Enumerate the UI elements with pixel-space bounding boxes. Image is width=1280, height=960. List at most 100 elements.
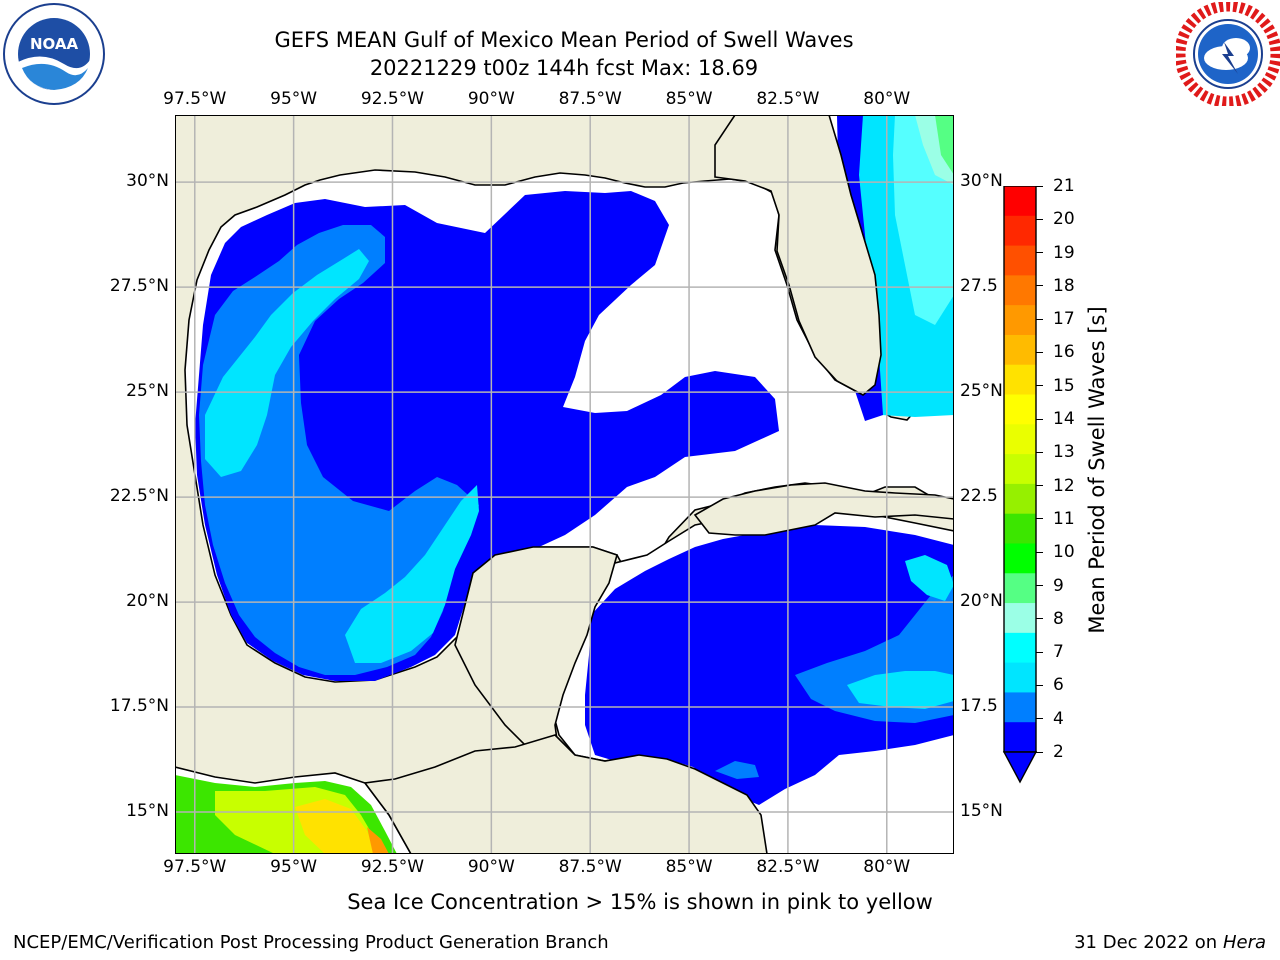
lat-label-right: 27.5 [960, 276, 998, 297]
colorbar-label: Mean Period of Swell Waves [s] [1085, 306, 1109, 634]
colorbar-cell [1004, 334, 1036, 366]
colorbar-tick-label: 17 [1053, 309, 1075, 330]
colorbar-cell [1004, 245, 1036, 276]
lon-label-top: 90°W [467, 89, 515, 109]
colorbar-tick-mark [1036, 718, 1043, 720]
colorbar-tick-mark [1036, 218, 1043, 220]
period-17s-pacific [367, 827, 389, 854]
lon-label-bottom: 90°W [467, 857, 515, 877]
colorbar-tick-mark [1036, 185, 1043, 187]
lon-label-top: 95°W [270, 89, 318, 109]
colorbar-cell [1004, 603, 1036, 634]
colorbar-tick-mark [1036, 318, 1043, 320]
colorbar-tick-mark [1036, 418, 1043, 420]
period-10s-atlantic [935, 115, 954, 175]
map-subtitle: 20221229 t00z 144h fcst Max: 18.69 [369, 56, 759, 80]
colorbar-cell [1004, 364, 1036, 396]
lon-label-top: 92.5°W [360, 89, 425, 109]
colorbar-tick-mark [1036, 684, 1043, 686]
lat-label-right: 15°N [960, 801, 1003, 821]
colorbar-cell [1004, 215, 1036, 247]
lon-label-bottom: 80°W [863, 857, 911, 877]
colorbar-tick-label: 8 [1053, 608, 1064, 629]
colorbar-cell [1004, 424, 1036, 455]
period-6s-western-gulf [205, 249, 369, 477]
florida-land [714, 115, 954, 396]
colorbar-tick-mark [1036, 551, 1043, 553]
colorbar-tick-label: 9 [1053, 575, 1064, 596]
lat-label-left: 20°N [126, 591, 169, 612]
nws-logo [1176, 2, 1280, 106]
colorbar-tick-label: 2 [1053, 742, 1064, 762]
colorbar-tick-label: 4 [1053, 708, 1064, 729]
yucatan-land [454, 546, 618, 756]
colorbar-cell [1004, 454, 1036, 485]
colorbar-cell [1004, 543, 1036, 574]
colorbar-cell [1004, 275, 1036, 306]
period-6s-south-band [345, 485, 479, 663]
branch-credit: NCEP/EMC/Verification Post Processing Pr… [13, 932, 609, 953]
colorbar-tick-label: 12 [1053, 475, 1075, 496]
lat-label-left: 25°N [126, 381, 169, 402]
lat-label-left: 27.5°N [109, 276, 169, 297]
cuba-land [693, 482, 954, 536]
lat-label-right: 20°N [960, 591, 1003, 612]
colorbar-cell [1004, 305, 1036, 336]
lat-label-left: 22.5°N [109, 486, 169, 507]
colorbar-cell [1004, 186, 1036, 217]
colorbar-cell [1004, 394, 1036, 425]
lon-label-bottom: 97.5°W [163, 857, 227, 877]
lon-label-bottom: 95°W [270, 857, 318, 877]
colorbar-cell [1004, 483, 1036, 515]
colorbar-cell [1004, 513, 1036, 544]
colorbar-tick-mark [1036, 451, 1043, 453]
colorbar-tick-label: 15 [1053, 375, 1075, 396]
lon-label-top: 80°W [863, 89, 911, 109]
sea-ice-note: Sea Ice Concentration > 15% is shown in … [347, 890, 933, 914]
lat-label-left: 15°N [126, 801, 169, 821]
lon-label-top: 82.5°W [756, 89, 820, 109]
noaa-logo: NOAA [3, 3, 105, 105]
period-6s-caribbean-east [905, 555, 954, 601]
graticule [175, 115, 954, 854]
lon-label-top: 97.5°W [163, 89, 227, 109]
lat-label-right: 25°N [960, 381, 1003, 402]
colorbar-tick-label: 14 [1053, 409, 1075, 430]
colorbar-tick-mark [1036, 485, 1043, 487]
colorbar-tick-mark [1036, 351, 1043, 353]
colorbar-tick-mark [1036, 385, 1043, 387]
landmasses [363, 115, 954, 854]
lon-label-bottom: 85°W [665, 857, 713, 877]
colorbar-tick-label: 10 [1053, 542, 1075, 563]
gulf-of-mexico-map [175, 115, 954, 854]
lat-label-right: 30°N [960, 171, 1003, 192]
colorbar-tick-mark [1036, 285, 1043, 287]
colorbar-cell [1004, 692, 1036, 723]
colorbar-tick-label: 18 [1053, 275, 1075, 296]
colorbar-tick-mark [1036, 618, 1043, 620]
colorbar-cell [1004, 632, 1036, 664]
colorbar-tick-mark [1036, 585, 1043, 587]
lon-label-bottom: 87.5°W [558, 857, 622, 877]
noaa-logo-text: NOAA [30, 35, 79, 53]
period-6s-caribbean [847, 671, 954, 709]
colorbar-tick-label: 6 [1053, 675, 1064, 696]
period-4s-caribbean-south [715, 761, 759, 779]
colorbar-cell [1004, 722, 1036, 753]
lat-label-left: 17.5°N [109, 696, 169, 717]
colorbar-tick-label: 11 [1053, 508, 1075, 529]
lat-label-right: 22.5 [960, 486, 998, 507]
colorbar-tick-label: 7 [1053, 642, 1064, 663]
lon-label-bottom: 92.5°W [360, 857, 425, 877]
generation-date: 31 Dec 2022 on Hera [1074, 932, 1266, 953]
colorbar-tick-mark [1036, 518, 1043, 520]
colorbar-tick-label: 16 [1053, 342, 1075, 363]
colorbar-tick-label: 19 [1053, 242, 1075, 263]
lat-label-right: 17.5 [960, 696, 998, 717]
colorbar-tick-mark [1036, 651, 1043, 653]
map-title: GEFS MEAN Gulf of Mexico Mean Period of … [274, 28, 854, 52]
generation-date-text: 31 Dec 2022 on [1074, 932, 1218, 953]
lon-label-top: 85°W [665, 89, 713, 109]
lon-label-top: 87.5°W [558, 89, 622, 109]
colorbar-tick-label: 20 [1053, 209, 1075, 230]
